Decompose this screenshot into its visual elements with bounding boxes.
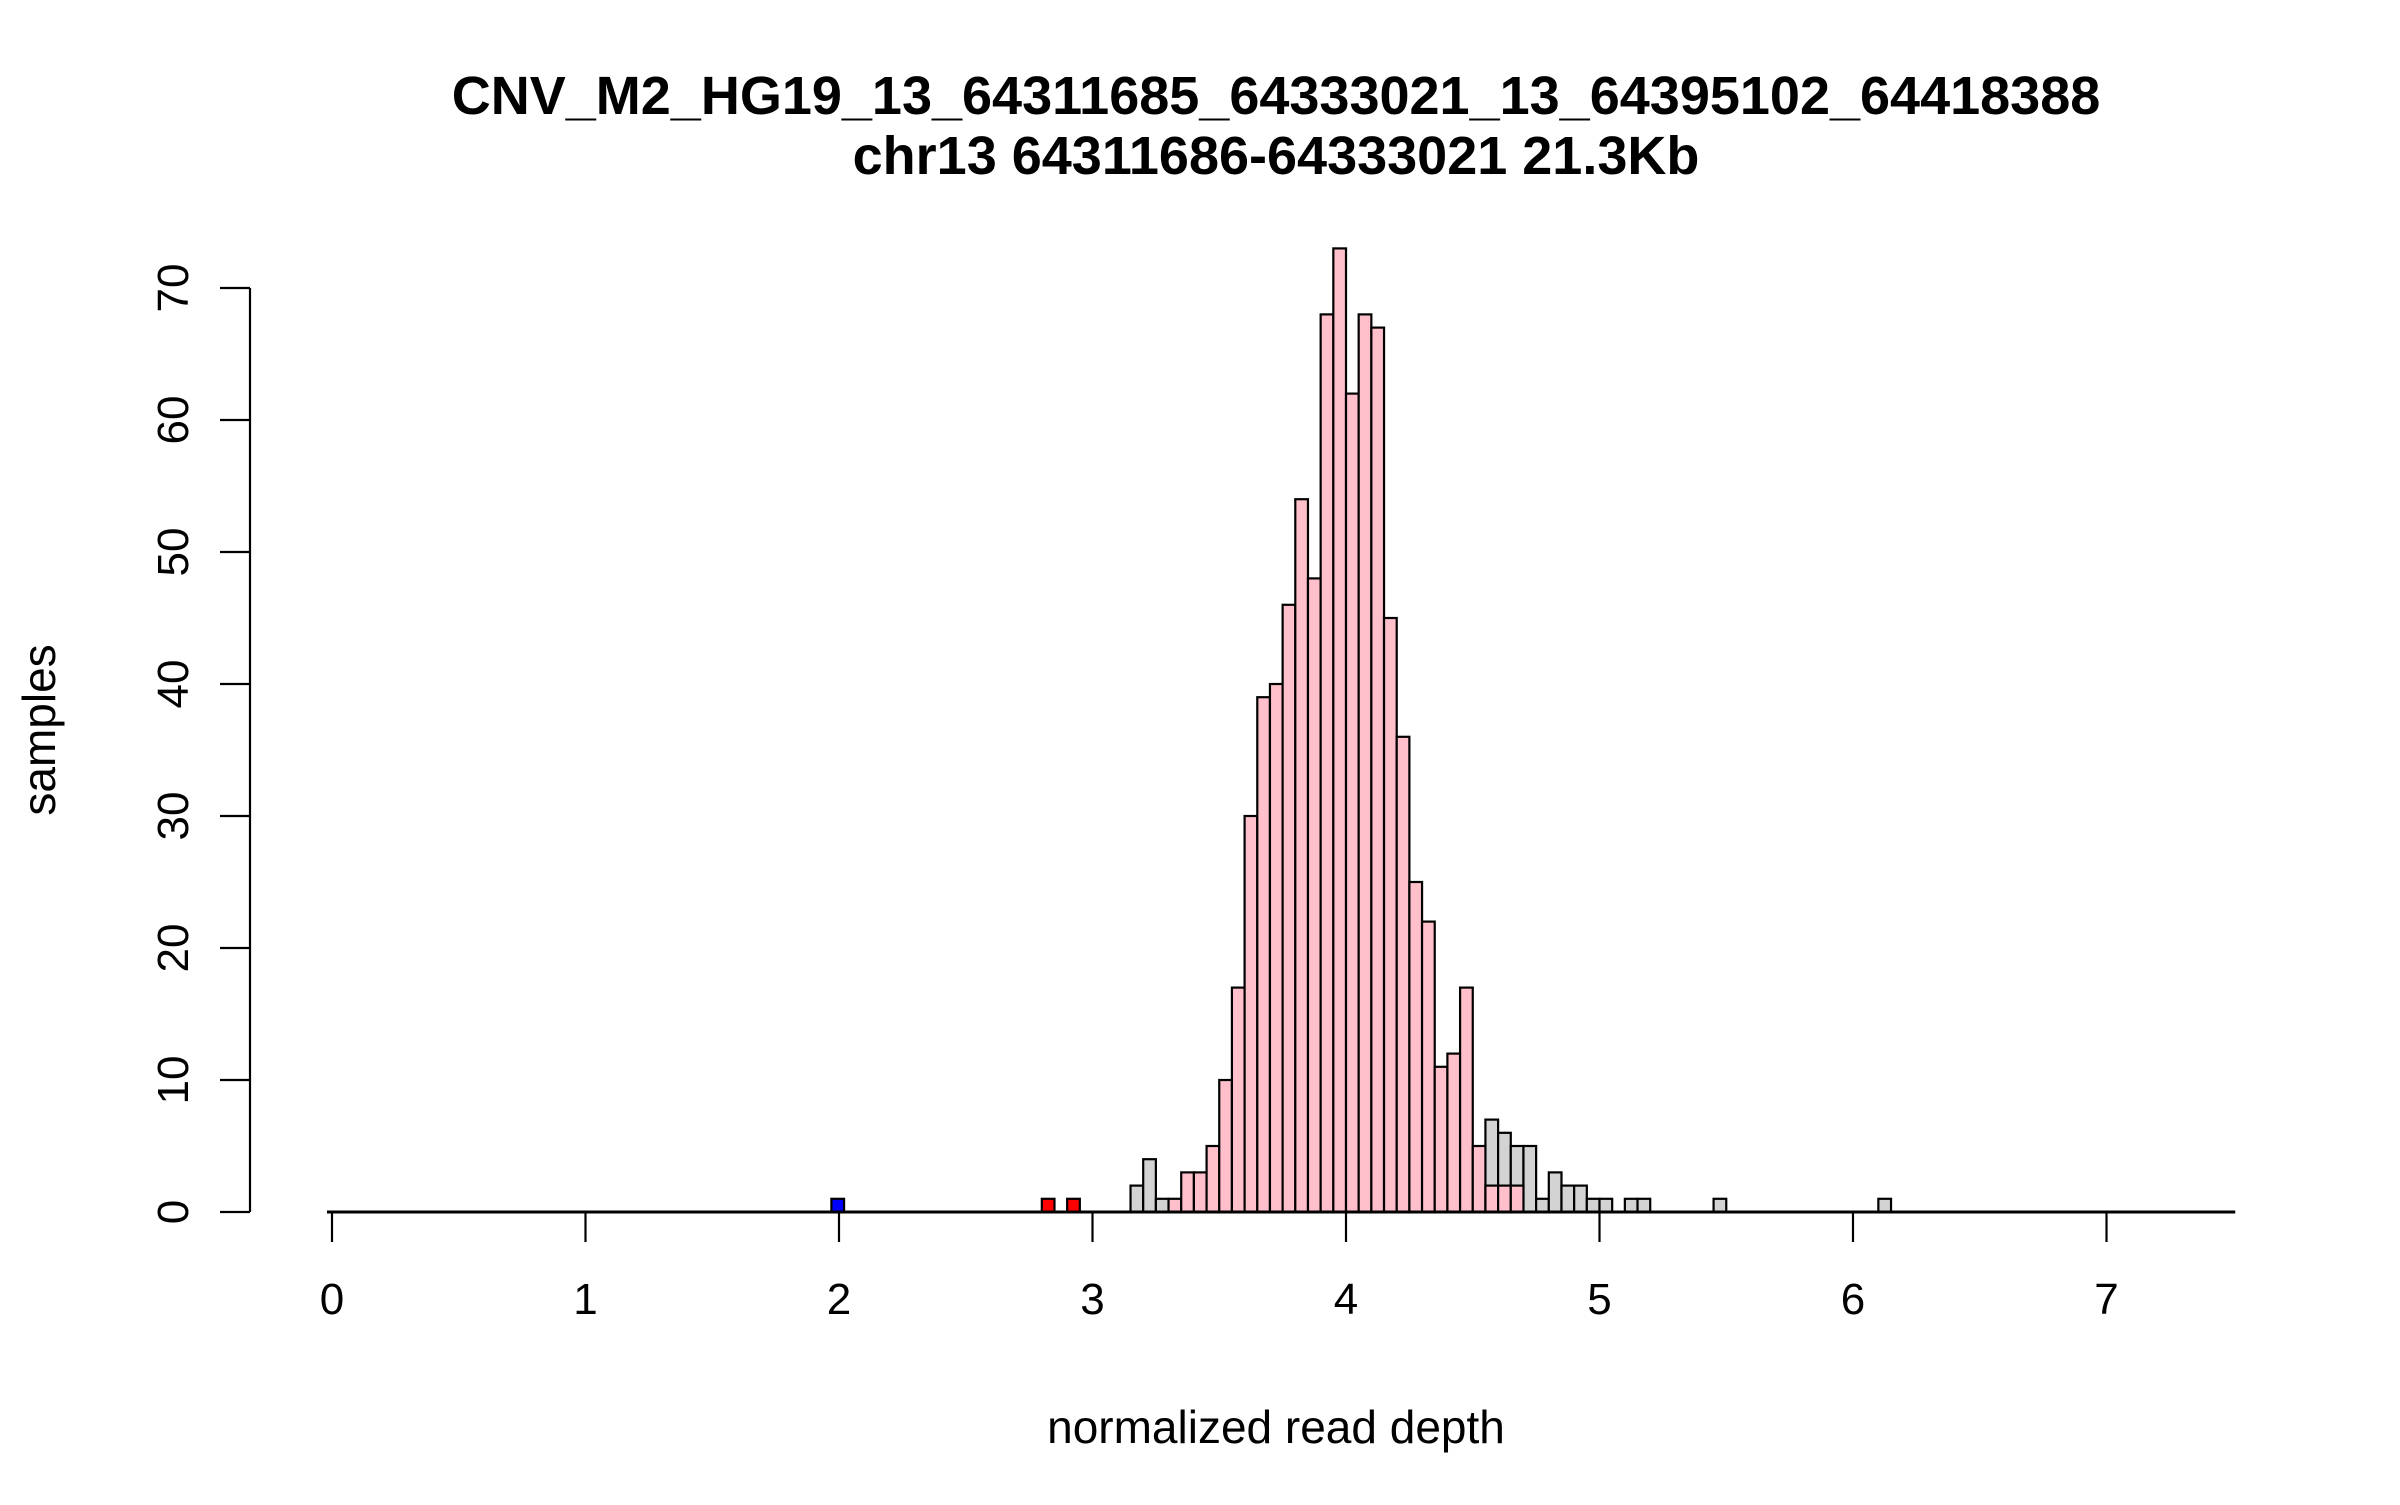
- histogram-bar-all_samples-6: [1522, 1144, 1538, 1214]
- histogram-bar-all_samples-8: [1547, 1171, 1563, 1214]
- histogram-bar-all_samples-0: [1129, 1184, 1145, 1214]
- histogram-bar-called_samples-16: [1370, 326, 1386, 1214]
- histogram-bar-called_samples-24: [1471, 1144, 1487, 1214]
- histogram-bar-called_samples-25: [1484, 1184, 1500, 1214]
- x-tick-label-0: 0: [320, 1275, 344, 1324]
- histogram-bar-called_samples-22: [1446, 1052, 1462, 1214]
- histogram-bar-all_samples-15: [1712, 1197, 1728, 1214]
- histogram-bar-all_samples-16: [1877, 1197, 1893, 1214]
- x-tick-label-5: 5: [1587, 1275, 1611, 1324]
- histogram-bar-called_samples-23: [1458, 986, 1474, 1214]
- y-tick-label-60: 60: [149, 396, 198, 445]
- histogram-bar-deletion-1: [1066, 1197, 1081, 1214]
- histogram-bar-called_samples-21: [1433, 1065, 1449, 1214]
- y-tick-label-70: 70: [149, 264, 198, 313]
- histogram-bar-called_samples-15: [1357, 313, 1373, 1214]
- histogram-bar-called_samples-12: [1319, 313, 1335, 1214]
- histogram-bar-low-0: [830, 1197, 846, 1214]
- histogram-bar-all_samples-10: [1573, 1184, 1588, 1214]
- histogram-bar-called_samples-7: [1256, 696, 1272, 1214]
- x-axis: 0 1 2 3 4 5 6 7: [320, 1210, 2119, 1324]
- histogram-bar-all_samples-7: [1535, 1197, 1550, 1214]
- y-tick-label-40: 40: [149, 660, 198, 709]
- histogram-bar-called_samples-0: [1167, 1197, 1183, 1214]
- histogram-bar-called_samples-2: [1192, 1171, 1208, 1214]
- histogram-bar-all_samples-1: [1142, 1158, 1157, 1214]
- histogram-bar-called_samples-26: [1496, 1184, 1512, 1214]
- x-tick-label-2: 2: [827, 1275, 851, 1324]
- histogram-bar-called_samples-13: [1332, 247, 1348, 1214]
- histogram-bar-called_samples-17: [1382, 616, 1398, 1214]
- histogram-bar-called_samples-14: [1344, 392, 1360, 1214]
- histogram-bar-called_samples-6: [1243, 814, 1259, 1214]
- y-axis-title: samples: [13, 644, 65, 815]
- histogram-bar-deletion-0: [1040, 1197, 1056, 1214]
- histogram-bar-called_samples-3: [1205, 1144, 1221, 1214]
- chart-title: CNV_M2_HG19_13_64311685_64333021_13_6439…: [452, 66, 2101, 126]
- histogram-bar-all_samples-13: [1623, 1197, 1639, 1214]
- histogram-bar-called_samples-20: [1420, 920, 1436, 1214]
- y-tick-label-0: 0: [149, 1200, 198, 1224]
- histogram-bar-called_samples-8: [1268, 682, 1284, 1214]
- histogram-bar-all_samples-14: [1636, 1197, 1652, 1214]
- histogram-bar-all_samples-2: [1154, 1197, 1170, 1214]
- x-tick-label-6: 6: [1841, 1275, 1865, 1324]
- histogram-bar-called_samples-10: [1294, 498, 1310, 1214]
- x-tick-label-3: 3: [1080, 1275, 1104, 1324]
- x-axis-title: normalized read depth: [1047, 1401, 1505, 1453]
- bars-layer: [327, 247, 2236, 1214]
- histogram-bar-called_samples-1: [1180, 1171, 1195, 1214]
- y-tick-label-30: 30: [149, 792, 198, 841]
- y-tick-label-50: 50: [149, 528, 198, 577]
- y-axis: 0 10 20 30 40 50 60 70: [149, 264, 252, 1224]
- x-tick-label-7: 7: [2094, 1275, 2118, 1324]
- histogram-bar-all_samples-9: [1560, 1184, 1576, 1214]
- y-tick-label-20: 20: [149, 924, 198, 973]
- histogram-bar-called_samples-9: [1281, 603, 1297, 1214]
- histogram-bar-called_samples-19: [1408, 880, 1424, 1214]
- histogram-bar-called_samples-5: [1230, 986, 1246, 1214]
- histogram-bar-called_samples-4: [1218, 1078, 1234, 1214]
- histogram-bar-called_samples-18: [1395, 735, 1411, 1214]
- histogram-bar-called_samples-11: [1306, 577, 1322, 1214]
- histogram-bar-all_samples-11: [1585, 1197, 1601, 1214]
- x-tick-label-1: 1: [573, 1275, 597, 1324]
- histogram-bar-called_samples-27: [1509, 1184, 1525, 1214]
- y-tick-label-10: 10: [149, 1056, 198, 1105]
- chart-subtitle: chr13 64311686-64333021 21.3Kb: [853, 126, 1700, 186]
- x-tick-label-4: 4: [1334, 1275, 1358, 1324]
- histogram-bar-all_samples-12: [1598, 1197, 1614, 1214]
